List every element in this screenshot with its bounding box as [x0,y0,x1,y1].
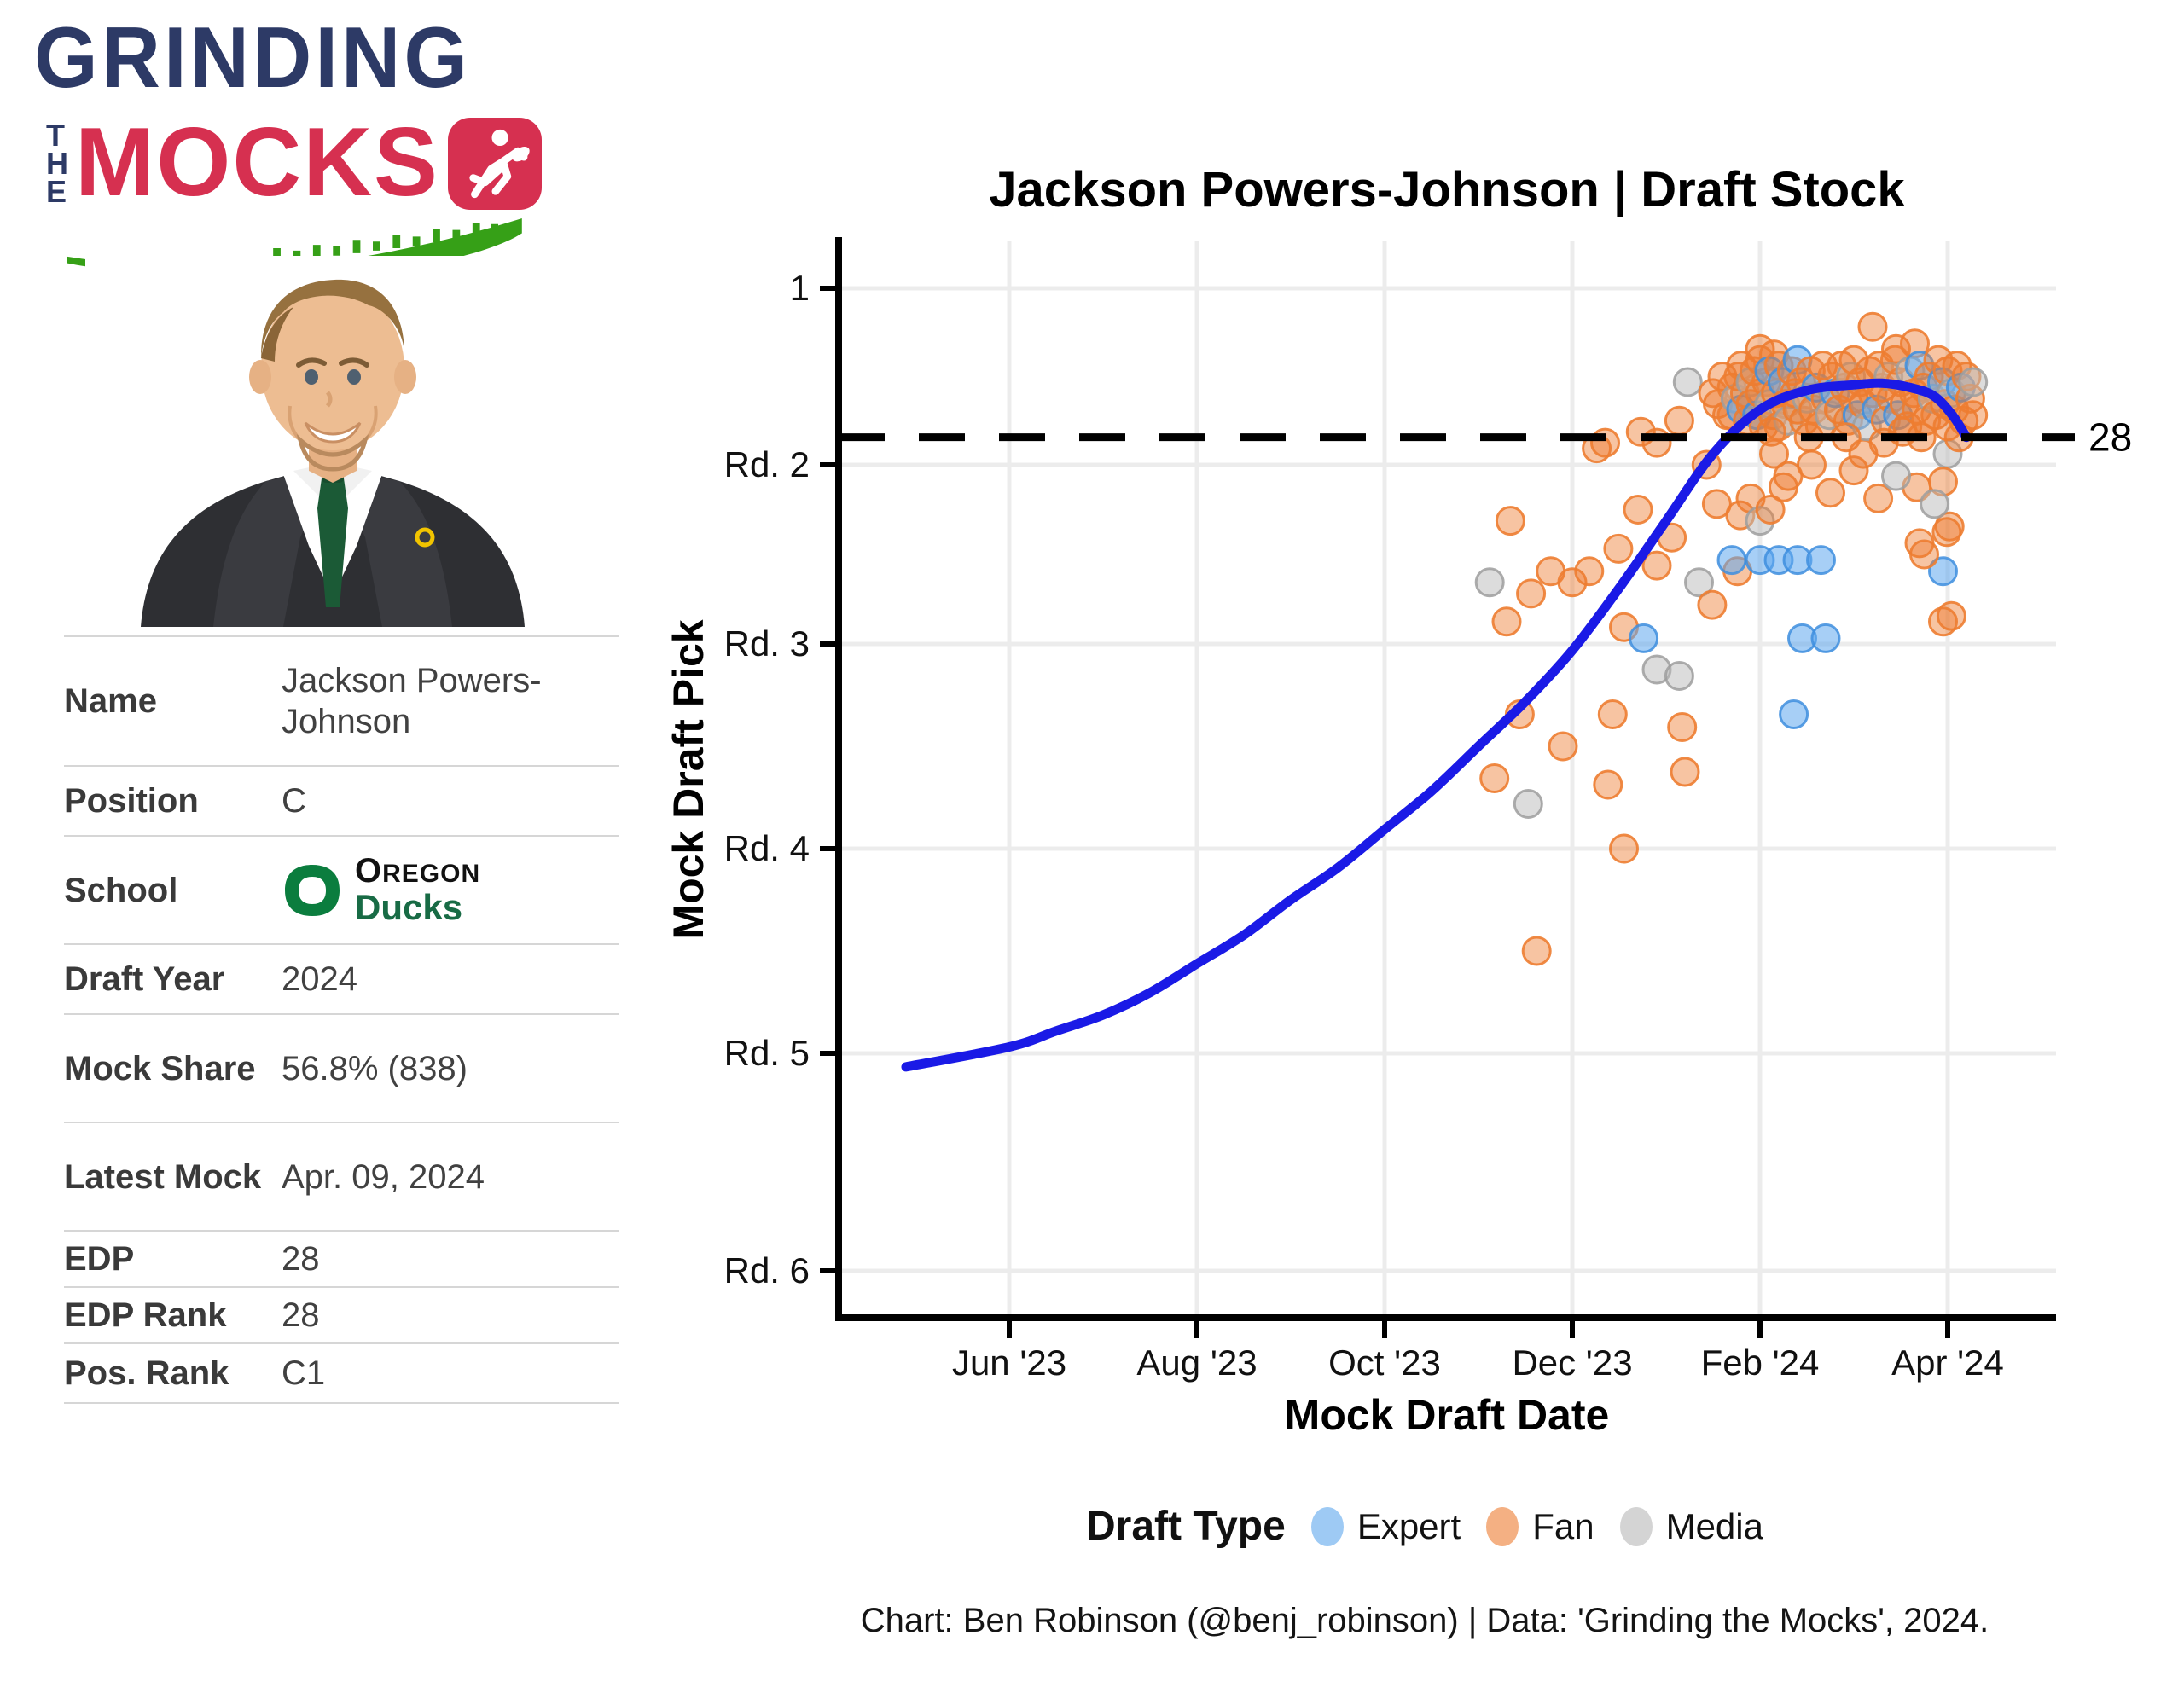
table-row: Mock Share 56.8% (838) [64,1013,619,1122]
player-headshot-illustration [85,256,580,627]
logo-word-mocks: MOCKS [75,107,439,217]
table-row: Pos. Rank C1 [64,1342,619,1404]
row-value-latest-mock: Apr. 09, 2024 [282,1157,485,1196]
chart-caption: Chart: Ben Robinson (@benj_robinson) | D… [860,1602,1989,1639]
row-label-edp-rank: EDP Rank [64,1296,227,1334]
table-row: Draft Year 2024 [64,943,619,1013]
row-value-draft-year: 2024 [282,960,357,998]
legend-item-expert: Expert [1310,1506,1461,1547]
row-label-edp: EDP [64,1240,135,1278]
expert-dot-icon [1310,1506,1344,1546]
player-photo [85,256,580,631]
legend-item-media: Media [1619,1506,1763,1547]
row-label-name: Name [64,682,157,720]
chart-legend: Draft Type Expert Fan Media [665,1503,2184,1550]
legend-item-fan: Fan [1486,1506,1594,1547]
player-info-table: Name Jackson Powers-Johnson Position C S… [64,635,619,1404]
legend-title: Draft Type [1086,1504,1286,1549]
row-label-school: School [64,871,178,909]
trend-line [901,378,1972,1072]
running-player-icon [469,129,530,199]
y-axis-line [835,237,842,1321]
table-row: Position C [64,765,619,835]
y-tick-label: Rd. 3 [724,623,810,664]
y-tick-label: 1 [790,268,810,308]
x-tick-label: Feb '24 [1701,1342,1820,1383]
row-value-position: C [282,782,306,820]
row-label-mock-share: Mock Share [64,1049,256,1087]
fan-dot-icon [1486,1506,1519,1546]
media-dot-icon [1619,1506,1653,1546]
y-tick-label: Rd. 6 [724,1250,810,1290]
x-tick-label: Aug '23 [1136,1342,1257,1383]
table-row: School OREGON Ducks [64,835,619,943]
x-tick-label: Apr '24 [1891,1342,2004,1383]
tick-labels: Jun '23 Aug '23 Oct '23 Dec '23 Feb '24 Apr '… [724,268,2004,1383]
table-row: EDP Rank 28 [64,1286,619,1342]
school-name-ducks: Ducks [355,887,463,928]
chart-gridlines [839,241,2056,1318]
row-label-position: Position [64,782,199,820]
y-tick-label: Rd. 2 [724,444,810,484]
y-tick-label: Rd. 4 [724,828,810,868]
oregon-o-icon [285,864,340,916]
y-tick-label: Rd. 5 [724,1033,810,1073]
scatter-points [1474,311,1989,966]
table-row: Latest Mock Apr. 09, 2024 [64,1122,619,1230]
row-label-pos-rank: Pos. Rank [64,1354,229,1392]
row-value-mock-share: 56.8% (838) [282,1049,468,1087]
row-label-draft-year: Draft Year [64,960,225,998]
row-label-latest-mock: Latest Mock [64,1157,262,1196]
draft-stock-chart: Jackson Powers-Johnson | Draft Stock 28 … [665,136,2184,1450]
x-tick-label: Dec '23 [1512,1342,1632,1383]
table-row: Name Jackson Powers-Johnson [64,635,619,765]
school-logo-lockup: OREGON Ducks [282,853,619,926]
table-row: EDP 28 [64,1230,619,1286]
x-tick-label: Oct '23 [1328,1342,1441,1383]
row-value-edp-rank: 28 [282,1296,320,1334]
school-name-oregon: OREGON [355,852,481,890]
y-axis-title: Mock Draft Pick [665,619,712,939]
axis-ticks [820,286,1950,1338]
x-tick-label: Jun '23 [952,1342,1066,1383]
logo-football-player-badge [447,118,542,210]
chart-title: Jackson Powers-Johnson | Draft Stock [989,162,1905,217]
logo-word-grinding: GRINDING [34,9,471,107]
row-value-edp: 28 [282,1240,320,1278]
row-value-name: Jackson Powers-Johnson [282,662,542,740]
row-value-pos-rank: C1 [282,1354,326,1392]
edp-line-label: 28 [2088,415,2132,460]
x-axis-title: Mock Draft Date [1285,1391,1610,1439]
x-axis-line [835,1314,2056,1321]
